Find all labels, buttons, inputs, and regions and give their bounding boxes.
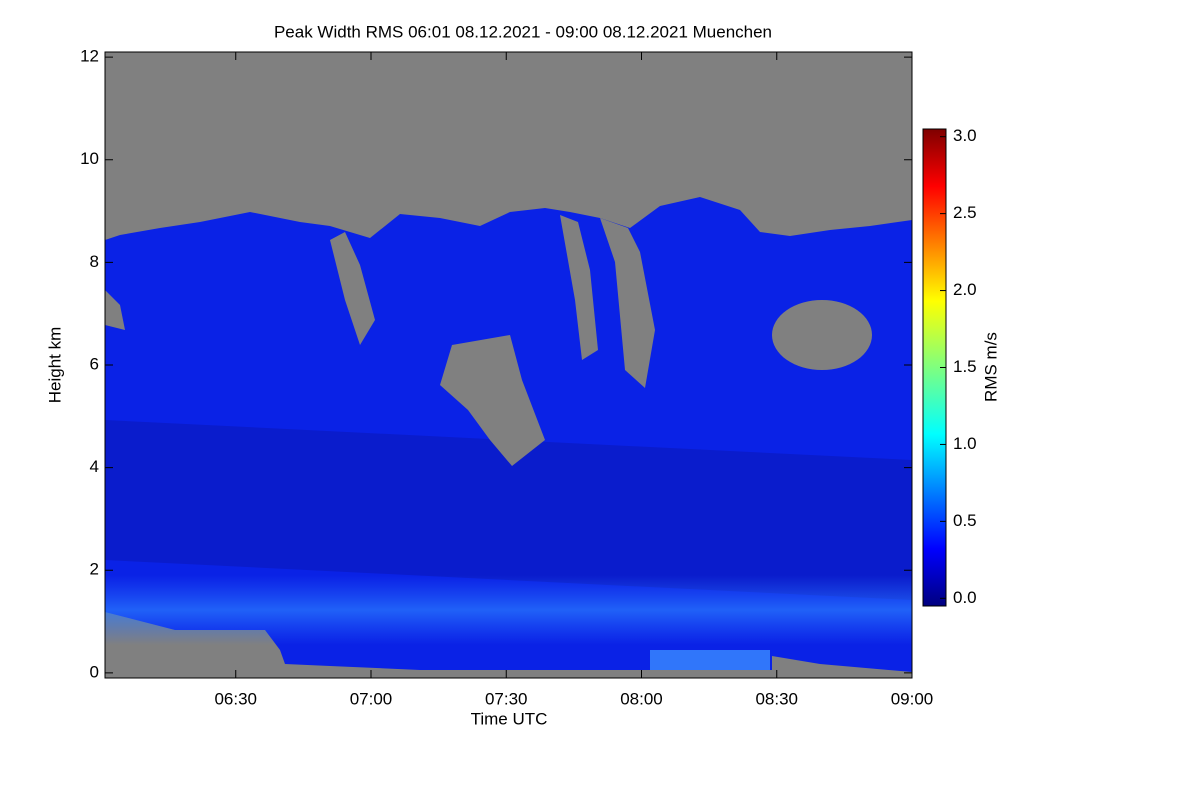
- colorbar-tick-label: 2.5: [953, 203, 977, 222]
- chart-title: Peak Width RMS 06:01 08.12.2021 - 09:00 …: [274, 22, 772, 41]
- y-tick-label: 6: [90, 354, 99, 373]
- x-tick-label: 09:00: [891, 689, 934, 708]
- x-tick-label: 07:30: [485, 689, 528, 708]
- x-axis-label: Time UTC: [471, 709, 548, 728]
- y-tick-label: 12: [80, 47, 99, 66]
- y-axis-label: Height km: [45, 327, 64, 404]
- x-tick-label: 08:30: [755, 689, 798, 708]
- y-tick-label: 2: [90, 560, 99, 579]
- y-tick-label: 0: [90, 662, 99, 681]
- colorbar-tick-label: 1.5: [953, 357, 977, 376]
- colorbar-tick-label: 3.0: [953, 126, 977, 145]
- x-tick-label: 06:30: [214, 689, 257, 708]
- colorbar-label: RMS m/s: [981, 332, 1000, 402]
- colorbar-tick-label: 0.5: [953, 511, 977, 530]
- y-tick-label: 4: [90, 457, 99, 476]
- colorbar-tick-label: 0.0: [953, 588, 977, 607]
- x-tick-label: 07:00: [350, 689, 393, 708]
- heatmap-field: [105, 197, 912, 672]
- x-tick-label: 08:00: [620, 689, 663, 708]
- y-tick-label: 8: [90, 252, 99, 271]
- colorbar-tick-label: 2.0: [953, 280, 977, 299]
- colorbar-tick-label: 1.0: [953, 434, 977, 453]
- y-tick-label: 10: [80, 149, 99, 168]
